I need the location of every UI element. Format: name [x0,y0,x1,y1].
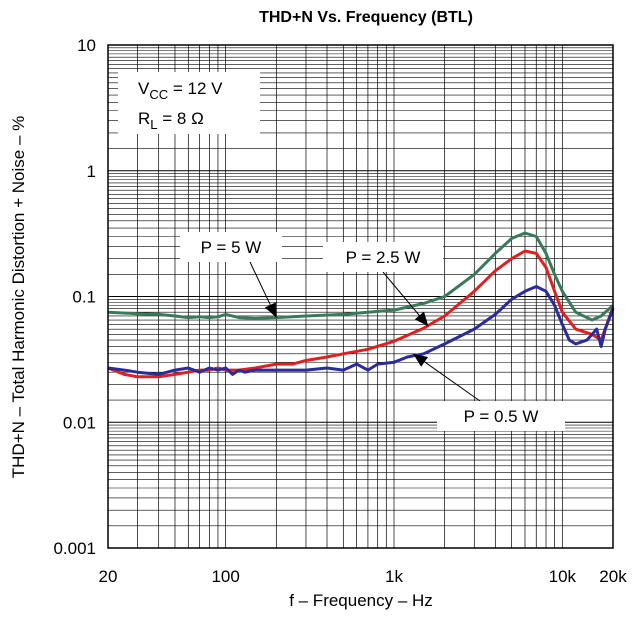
annotation-label: P = 5 W [201,238,262,257]
conditions-box: VCC = 12 V RL = 8 Ω [118,72,260,134]
series-layer [107,231,615,379]
annotation-arrow-head [414,311,429,327]
annotation-box [180,232,282,262]
vcc-label: VCC = 12 V [138,79,223,102]
x-tick-label: 20 [99,567,118,586]
y-tick-label: 0.001 [53,539,96,558]
y-tick-label: 0.01 [63,413,96,432]
series-line-2 [107,249,615,379]
plot-frame [107,44,614,549]
y-tick-labels: 10 1 0.1 0.01 0.001 [53,36,96,558]
annotation-label: P = 2.5 W [346,248,421,267]
y-axis-label: THD+N – Total Harmonic Distortion + Nois… [9,116,28,479]
x-tick-labels: 20 100 1k 10k 20k [99,567,628,586]
y-tick-label: 0.1 [72,288,96,307]
series-line-1 [107,231,614,322]
x-tick-label: 10k [549,567,577,586]
annotation-box [437,401,565,431]
y-tick-label: 1 [87,162,96,181]
x-tick-label: 20k [599,567,627,586]
x-tick-label: 100 [211,567,239,586]
annotation-label: P = 0.5 W [464,407,539,426]
series-line-3 [107,285,615,376]
chart-title: THD+N Vs. Frequency (BTL) [259,9,473,26]
x-axis-label: f – Frequency – Hz [289,591,433,610]
annotation-arrow-head [264,302,277,318]
rl-label: RL = 8 Ω [138,109,204,132]
annotation-arrow-head [413,353,429,367]
x-tick-label: 1k [385,567,403,586]
series-annotations: P = 5 W P = 2.5 W P = 0.5 W [180,232,565,431]
annotation-box [323,242,443,272]
y-tick-label: 10 [77,36,96,55]
